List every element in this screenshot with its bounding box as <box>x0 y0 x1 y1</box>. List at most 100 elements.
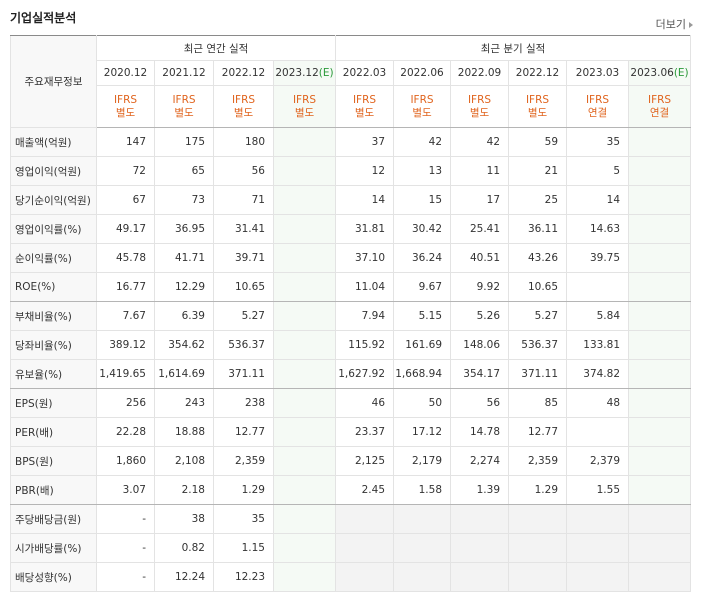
standard-header: IFRS 별도 <box>335 85 395 128</box>
value-cell <box>272 185 337 215</box>
value-cell <box>566 417 630 447</box>
value-cell: 14.63 <box>566 214 630 244</box>
statement-basis: 별도 <box>354 106 375 119</box>
standard-header: IFRS 별도 <box>508 85 568 128</box>
row-label: 시가배당률(%) <box>10 533 97 563</box>
value-cell: 536.37 <box>213 330 274 360</box>
value-cell: 536.37 <box>508 330 568 360</box>
value-cell <box>272 243 337 273</box>
value-cell <box>272 272 337 302</box>
row-label: ROE(%) <box>10 272 97 302</box>
value-cell <box>566 504 630 534</box>
value-cell <box>628 214 692 244</box>
value-cell <box>272 562 337 592</box>
standard-header: IFRS 별도 <box>96 85 155 128</box>
value-cell: 36.11 <box>508 214 568 244</box>
data-row: 시가배당률(%) -0.82 1.15 <box>10 533 692 563</box>
value-cell: 6.39 <box>154 301 214 331</box>
value-cell: 40.51 <box>450 243 510 273</box>
value-cell: 13 <box>393 156 452 186</box>
standard-header: IFRS 별도 <box>154 85 214 128</box>
value-cell: 1,614.69 <box>154 359 214 389</box>
period-header: 2023.03 <box>566 60 630 86</box>
value-cell: 42 <box>450 127 510 157</box>
value-cell: 16.77 <box>96 272 155 302</box>
value-cell: 1.29 <box>508 475 568 505</box>
value-cell <box>450 533 510 563</box>
value-cell <box>272 388 337 418</box>
value-cell: 43.26 <box>508 243 568 273</box>
value-cell <box>628 330 692 360</box>
period-header: 2022.12 <box>213 60 274 86</box>
data-row: BPS(원) 1,860 2,108 2,359 2,125 2,179 2,274 2,35… <box>10 446 692 476</box>
value-cell <box>272 301 337 331</box>
value-cell: 3.07 <box>96 475 155 505</box>
value-cell: 2,179 <box>393 446 452 476</box>
value-cell: 2,108 <box>154 446 214 476</box>
value-cell: 389.12 <box>96 330 155 360</box>
data-row: ROE(%) 16.77 12.29 10.65 11.04 9.67 9.92 10.65 <box>10 272 692 302</box>
value-cell: 56 <box>213 156 274 186</box>
value-cell: 22.28 <box>96 417 155 447</box>
value-cell: 46 <box>335 388 395 418</box>
data-row: 영업이익률(%) 49.17 36.95 31.41 31.81 30.42 25.41 36… <box>10 214 692 244</box>
value-cell: 11 <box>450 156 510 186</box>
value-cell: 147 <box>96 127 155 157</box>
value-cell: 31.41 <box>213 214 274 244</box>
header-row: 주요재무정보 최근 연간 실적 최근 분기 실적 <box>10 35 692 128</box>
value-cell: 14.78 <box>450 417 510 447</box>
value-cell <box>272 504 337 534</box>
value-cell: 371.11 <box>213 359 274 389</box>
value-cell: 18.88 <box>154 417 214 447</box>
value-cell: 15 <box>393 185 452 215</box>
value-cell <box>508 504 568 534</box>
group-header: 최근 분기 실적 <box>335 35 692 61</box>
value-cell <box>272 214 337 244</box>
value-cell: 35 <box>566 127 630 157</box>
value-cell <box>628 504 692 534</box>
period-header: 2022.03 <box>335 60 395 86</box>
statement-basis: 별도 <box>527 106 548 119</box>
value-cell <box>628 185 692 215</box>
accounting-standard: IFRS <box>352 93 377 106</box>
value-cell: - <box>96 562 155 592</box>
value-cell <box>272 359 337 389</box>
more-link[interactable]: 더보기 <box>656 16 693 32</box>
value-cell: 45.78 <box>96 243 155 273</box>
value-cell: 2.18 <box>154 475 214 505</box>
accounting-standard: IFRS <box>525 93 550 106</box>
statement-basis: 별도 <box>412 106 432 119</box>
value-cell <box>450 504 510 534</box>
value-cell: 148.06 <box>450 330 510 360</box>
section-title: 기업실적분석 <box>10 11 77 25</box>
accounting-standard: IFRS <box>292 93 317 106</box>
value-cell: 25.41 <box>450 214 510 244</box>
value-cell: 243 <box>154 388 214 418</box>
value-cell: 1,419.65 <box>96 359 155 389</box>
value-cell: 2,274 <box>450 446 510 476</box>
value-cell: 1.58 <box>393 475 452 505</box>
value-cell: 5.27 <box>213 301 274 331</box>
value-cell: 59 <box>508 127 568 157</box>
period-header: 2023.12(E) <box>272 60 337 86</box>
data-row: PER(배) 22.28 18.88 12.77 23.37 17.12 14.78 12.7… <box>10 417 692 447</box>
value-cell: 1.39 <box>450 475 510 505</box>
value-cell <box>335 562 395 592</box>
value-cell: 12.23 <box>213 562 274 592</box>
period-header: 2021.12 <box>154 60 214 86</box>
value-cell: 21 <box>508 156 568 186</box>
value-cell: 2,125 <box>335 446 395 476</box>
value-cell: - <box>96 504 155 534</box>
standard-header: IFRS 연결 <box>566 85 630 128</box>
value-cell <box>566 533 630 563</box>
value-cell: 12.77 <box>508 417 568 447</box>
value-cell: 12.77 <box>213 417 274 447</box>
value-cell: 14 <box>566 185 630 215</box>
value-cell: 9.92 <box>450 272 510 302</box>
value-cell: 42 <box>393 127 452 157</box>
statement-basis: 연결 <box>587 106 608 119</box>
period-header: 2023.06(E) <box>628 60 692 86</box>
value-cell <box>272 475 337 505</box>
value-cell: 5.15 <box>393 301 452 331</box>
value-cell: 73 <box>154 185 214 215</box>
